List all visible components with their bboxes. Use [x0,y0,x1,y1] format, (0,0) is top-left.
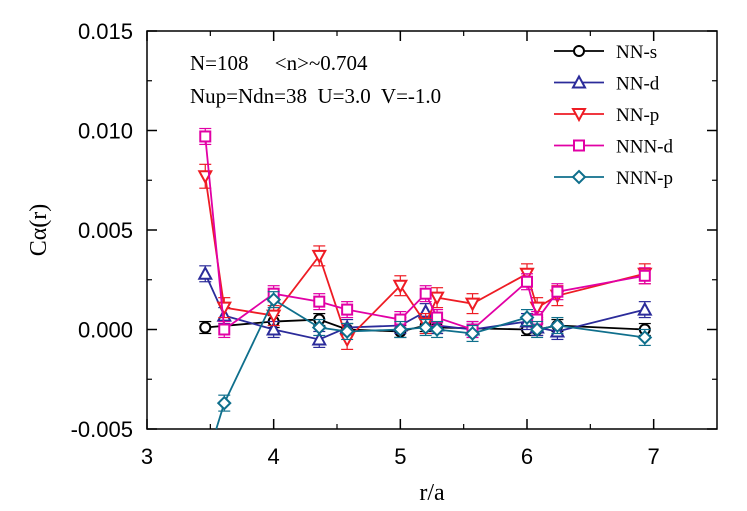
data-point [197,265,213,280]
data-point [311,320,327,335]
data-point [311,331,327,346]
legend-marker [571,74,587,89]
x-tick-label: 3 [141,444,153,469]
data-point [266,292,282,308]
data-point [265,309,282,324]
axis-tick-labels: 3 4 5 6 7 -0.005 0.000 0.005 0.010 0.015 [71,19,660,469]
data-point [521,275,533,288]
legend-marker [571,108,587,123]
series-nnn-p [215,291,653,430]
data-point [549,318,565,333]
y-tick-label: -0.005 [71,417,133,442]
data-point [419,287,432,300]
annotation-line-1: N=108 <n>~0.704 [190,51,368,75]
data-point [464,297,481,312]
y-tick-label: 0.010 [78,119,133,144]
y-tick-label: 0.015 [78,19,133,44]
legend-marker [573,139,585,152]
axis-ticks [146,30,717,430]
legend-label: NN-d [616,74,660,95]
data-point [339,324,355,339]
legend-label: NNN-p [616,168,673,189]
data-point [311,249,327,264]
x-tick-label: 7 [648,444,660,469]
data-point [218,323,231,336]
data-point [199,321,212,334]
legend-label: NNN-d [616,137,673,158]
data-point [199,130,212,143]
data-point [418,320,434,335]
x-axis-title: r/a [419,480,445,506]
legend-label: NN-s [616,42,657,63]
data-point [429,322,445,337]
data-point [341,303,354,316]
legend: NN-s NN-d NN-p NNN-d NNN-p [554,42,673,189]
data-point [265,321,282,336]
data-point [392,322,408,337]
x-tick-label: 4 [268,444,280,469]
data-point [313,295,326,308]
data-point [551,285,564,298]
y-tick-label: 0.005 [78,218,133,243]
data-point [392,279,409,294]
data-point [637,301,653,316]
x-tick-label: 6 [521,444,533,469]
data-point [529,322,545,337]
legend-marker [573,45,585,57]
y-axis-title: Cα(r) [26,204,52,257]
data-point [429,291,445,306]
data-point [216,395,232,411]
data-point [638,269,651,282]
data-point [519,310,535,325]
y-tick-label: 0.000 [78,318,133,343]
x-tick-label: 5 [394,444,406,469]
legend-marker [571,169,587,185]
data-point [637,330,653,345]
annotation-line-2: Nup=Ndn=38 U=3.0 V=-1.0 [190,84,441,108]
series-layer [197,127,653,430]
legend-label: NN-p [616,105,659,126]
data-point [465,326,480,341]
